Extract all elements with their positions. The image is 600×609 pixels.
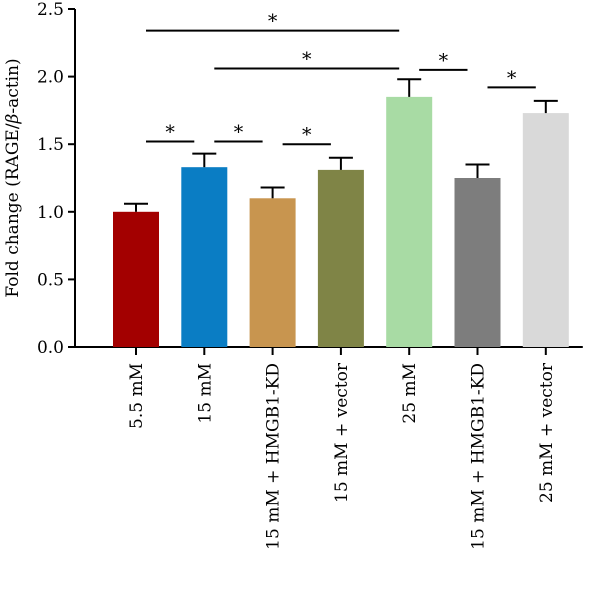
x-tick-label: 15 mM + HMGB1-KD [264,363,284,550]
y-tick-label: 0.0 [37,338,64,358]
x-tick-label: 5.5 mM [127,363,147,429]
bar [522,113,569,347]
y-axis-title: Fold change (RAGE/β-actin) [3,58,23,297]
y-tick-label: 2.5 [37,0,64,20]
bar [113,211,159,347]
significance-star: * [439,50,449,72]
x-tick-label: 15 mM + HMGB1-KD [469,363,489,550]
y-axis-title-beta: β [3,113,23,124]
x-tick-label: 25 mM + vector [537,362,557,503]
significance-layer: * * * * * * * [146,11,536,146]
bars-layer [113,96,569,347]
y-axis-title-part: -actin) [3,58,23,113]
bar [249,198,296,347]
y-tick-label: 1.5 [37,135,64,155]
bar [454,178,501,347]
y-axis-title-part: Fold change (RAGE/ [3,123,23,297]
y-tick-label: 1.0 [37,203,64,223]
x-tick-label: 25 mM [400,363,420,424]
significance-star: * [302,48,312,70]
significance-star: * [302,124,312,146]
x-tick-label: 15 mM [195,363,215,424]
significance-star: * [268,11,278,33]
bar [181,167,228,347]
bar [386,96,433,347]
significance-star: * [234,121,244,143]
y-tick-label: 0.5 [37,270,64,290]
significance-star: * [507,67,517,89]
labels-layer: 0.0 0.5 1.0 1.5 2.0 2.5 Fold change (RAGE/β-ac… [3,0,557,550]
y-tick-label: 2.0 [37,68,64,88]
bar [317,169,364,347]
error-bars-layer [124,78,558,212]
significance-star: * [165,121,175,143]
x-tick-label: 15 mM + vector [332,362,352,503]
